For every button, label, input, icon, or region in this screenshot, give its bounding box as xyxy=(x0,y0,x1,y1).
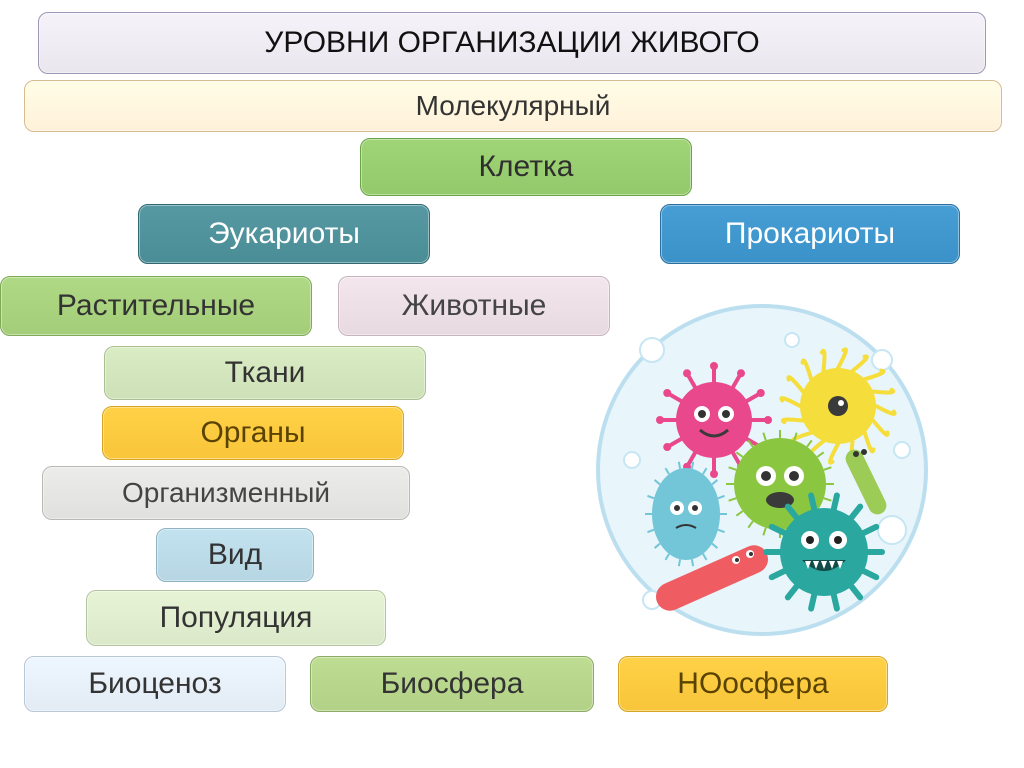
organism-box: Организменный xyxy=(42,466,410,520)
biosphere-label: Биосфера xyxy=(381,667,524,701)
animal-label: Животные xyxy=(402,289,547,323)
microbes-illustration-icon xyxy=(592,300,932,640)
cell-label: Клетка xyxy=(479,150,574,184)
organs-label: Органы xyxy=(200,416,305,450)
species-label: Вид xyxy=(208,538,262,572)
molecular-box: Молекулярный xyxy=(24,80,1002,132)
animal-box: Животные xyxy=(338,276,610,336)
tissue-label: Ткани xyxy=(225,356,306,390)
cell-box: Клетка xyxy=(360,138,692,196)
molecular-label: Молекулярный xyxy=(416,90,611,122)
plant-box: Растительные xyxy=(0,276,312,336)
noosphere-box: НОосфера xyxy=(618,656,888,712)
organism-label: Организменный xyxy=(122,477,330,509)
biosphere-box: Биосфера xyxy=(310,656,594,712)
population-box: Популяция xyxy=(86,590,386,646)
prokaryotes-label: Прокариоты xyxy=(725,217,895,251)
tissue-box: Ткани xyxy=(104,346,426,400)
biocenosis-label: Биоценоз xyxy=(88,667,221,701)
eukaryotes-label: Эукариоты xyxy=(208,217,360,251)
population-label: Популяция xyxy=(160,601,313,635)
noosphere-label: НОосфера xyxy=(677,667,828,701)
plant-label: Растительные xyxy=(57,289,255,323)
prokaryotes-box: Прокариоты xyxy=(660,204,960,264)
organs-box: Органы xyxy=(102,406,404,460)
biocenosis-box: Биоценоз xyxy=(24,656,286,712)
species-box: Вид xyxy=(156,528,314,582)
eukaryotes-box: Эукариоты xyxy=(138,204,430,264)
title-box: УРОВНИ ОРГАНИЗАЦИИ ЖИВОГО xyxy=(38,12,986,74)
title-label: УРОВНИ ОРГАНИЗАЦИИ ЖИВОГО xyxy=(264,26,759,60)
